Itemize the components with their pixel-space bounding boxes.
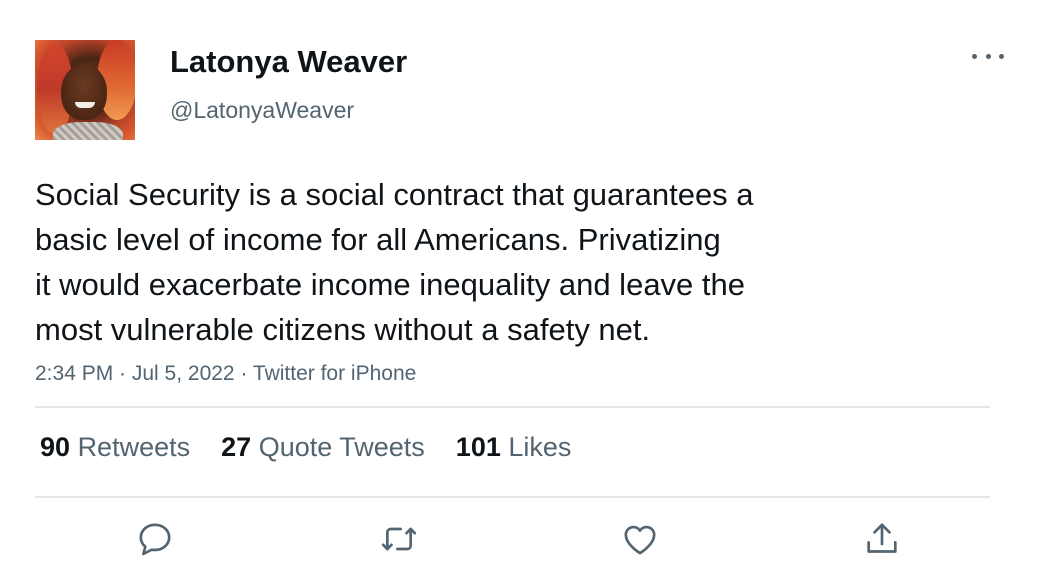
engagement-stats: 90 Retweets 27 Quote Tweets 101 Likes [40, 432, 571, 463]
more-horizontal-icon[interactable] [972, 46, 1004, 66]
quote-tweets-stat[interactable]: 27 Quote Tweets [221, 432, 425, 463]
likes-label: Likes [508, 432, 572, 462]
retweets-count: 90 [40, 432, 71, 462]
likes-count: 101 [455, 432, 501, 462]
likes-stat[interactable]: 101 Likes [456, 432, 572, 463]
quote-tweets-count: 27 [221, 432, 252, 462]
tweet-timestamp[interactable]: 2:34 PM · Jul 5, 2022 · Twitter for iPho… [35, 362, 417, 385]
retweets-stat[interactable]: 90 Retweets [40, 432, 190, 463]
tweet-text-line: it would exacerbate income inequality an… [35, 267, 746, 302]
tweet-text-line: basic level of income for all Americans.… [35, 222, 721, 257]
retweet-arrows-icon[interactable] [379, 519, 419, 559]
retweets-label: Retweets [77, 432, 191, 462]
quote-tweets-label: Quote Tweets [258, 432, 425, 462]
reply-bubble-icon[interactable] [135, 519, 175, 559]
share-upload-icon[interactable] [862, 519, 902, 559]
divider [35, 496, 990, 498]
display-name[interactable]: Latonya Weaver [170, 44, 408, 79]
divider [35, 406, 990, 408]
tweet-text-line: most vulnerable citizens without a safet… [35, 312, 651, 347]
heart-icon[interactable] [620, 519, 660, 559]
tweet-text: Social Security is a social contract tha… [35, 172, 915, 352]
avatar[interactable] [35, 40, 135, 140]
tweet-text-line: Social Security is a social contract tha… [35, 177, 754, 212]
user-handle[interactable]: @LatonyaWeaver [170, 97, 355, 123]
